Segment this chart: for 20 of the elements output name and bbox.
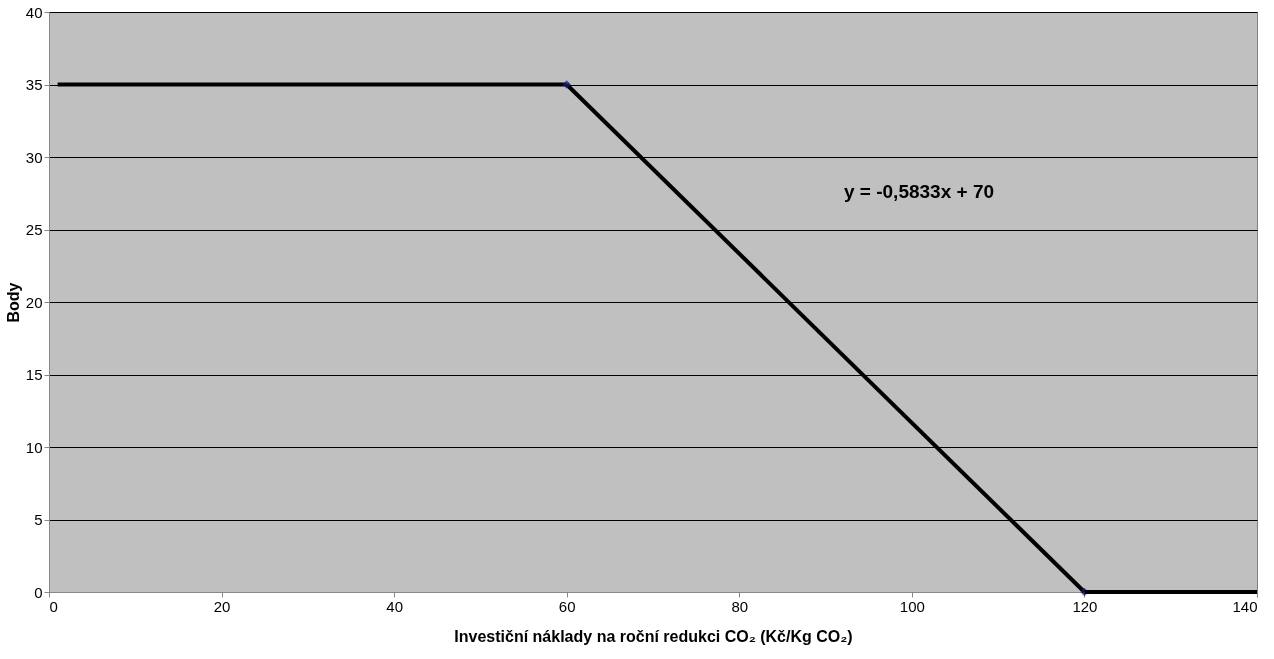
x-tick-label: 0 — [49, 597, 58, 615]
x-tick-label: 40 — [386, 597, 403, 615]
y-tick-label: 35 — [25, 76, 43, 93]
y-axis-title: Body — [4, 282, 22, 323]
y-tick-label: 40 — [25, 3, 43, 21]
x-tick-label: 60 — [558, 597, 576, 615]
y-tick-label: 15 — [25, 366, 43, 383]
x-tick-label: 20 — [213, 597, 231, 615]
y-tick-label: 30 — [25, 148, 43, 166]
x-tick-label: 140 — [1232, 597, 1258, 615]
x-tick-label: 120 — [1072, 597, 1098, 615]
y-tick-label: 0 — [34, 583, 43, 601]
x-tick-label: 80 — [731, 597, 749, 615]
x-tick-label: 100 — [899, 597, 925, 615]
annotation: y = -0,5833x + 70 — [843, 181, 995, 202]
x-axis-title: Investiční náklady na roční redukci CO₂ (Kč/Kg CO₂) — [454, 627, 853, 645]
y-tick-label: 10 — [25, 438, 43, 456]
y-tick-label: 25 — [25, 221, 43, 238]
y-tick-label: 20 — [25, 293, 43, 311]
y-tick-label: 5 — [34, 511, 43, 528]
